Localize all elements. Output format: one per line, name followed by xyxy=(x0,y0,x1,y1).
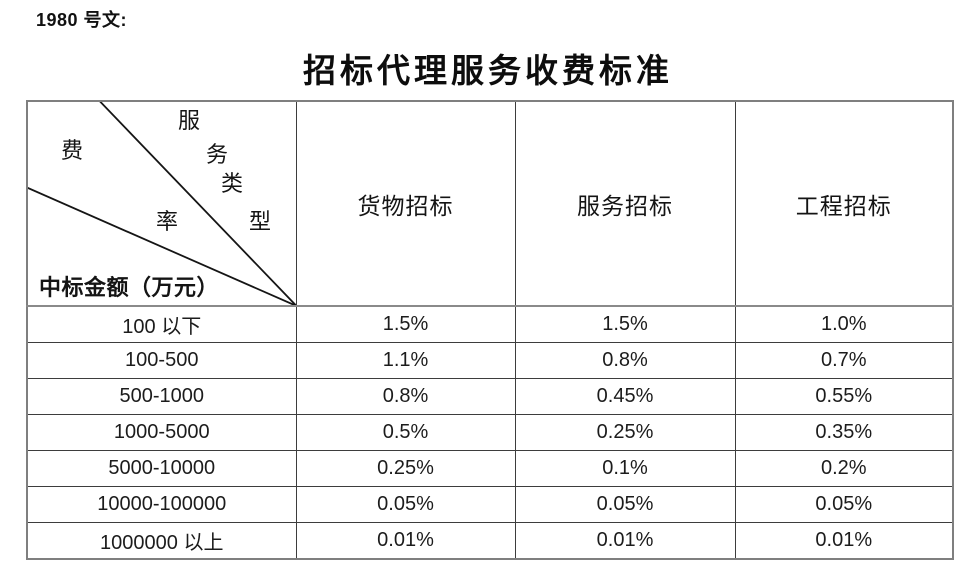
diagonal-header-cell: 服 务 类 型 费 率 中标金额（万元） xyxy=(26,100,297,307)
rate-cell: 0.55% xyxy=(734,378,954,415)
row-range-cell: 1000000 以上 xyxy=(26,522,297,560)
rate-cell: 0.01% xyxy=(295,522,516,560)
rate-cell: 0.8% xyxy=(514,342,736,379)
table-row: 10000-100000 0.05% 0.05% 0.05% xyxy=(26,486,954,523)
rate-cell: 0.05% xyxy=(514,486,736,523)
column-header-services: 服务招标 xyxy=(514,100,736,307)
fee-table-body: 100 以下 1.5% 1.5% 1.0% 100-500 1.1% 0.8% 0.7% 500… xyxy=(26,305,954,560)
row-range-cell: 10000-100000 xyxy=(26,486,297,523)
rate-cell: 0.05% xyxy=(295,486,516,523)
table-row: 5000-10000 0.25% 0.1% 0.2% xyxy=(26,450,954,487)
header-row: 服 务 类 型 费 率 中标金额（万元） 货物招标 服务招标 工程招标 xyxy=(26,100,954,307)
rate-cell: 0.45% xyxy=(514,378,736,415)
corner-char-service-type: 型 xyxy=(249,209,272,234)
table-row: 1000000 以上 0.01% 0.01% 0.01% xyxy=(26,522,954,560)
rate-cell: 0.05% xyxy=(734,486,954,523)
rate-cell: 0.25% xyxy=(514,414,736,451)
corner-char-fee-rate: 费 xyxy=(61,138,84,163)
rate-cell: 0.8% xyxy=(295,378,516,415)
rate-cell: 1.0% xyxy=(734,305,954,343)
corner-char-service-type: 类 xyxy=(221,171,244,196)
doc-ref-number: 1980 号文: xyxy=(36,10,128,30)
table-row: 100-500 1.1% 0.8% 0.7% xyxy=(26,342,954,379)
rate-cell: 1.5% xyxy=(295,305,516,343)
row-range-cell: 100 以下 xyxy=(26,305,297,343)
column-header-goods: 货物招标 xyxy=(295,100,516,307)
rate-cell: 0.35% xyxy=(734,414,954,451)
fee-table: 服 务 类 型 费 率 中标金额（万元） 货物招标 服务招标 工程招标 100 … xyxy=(26,100,954,560)
row-range-cell: 5000-10000 xyxy=(26,450,297,487)
corner-label-bid-amount: 中标金额（万元） xyxy=(39,275,220,300)
rate-cell: 0.2% xyxy=(734,450,954,487)
row-range-cell: 500-1000 xyxy=(26,378,297,415)
page-title: 招标代理服务收费标准 xyxy=(303,54,673,90)
rate-cell: 0.7% xyxy=(734,342,954,379)
row-range-cell: 100-500 xyxy=(26,342,297,379)
rate-cell: 0.5% xyxy=(295,414,516,451)
rate-cell: 1.1% xyxy=(295,342,516,379)
diagonal-divider-lines xyxy=(28,102,296,305)
column-header-works: 工程招标 xyxy=(734,100,954,307)
rate-cell: 1.5% xyxy=(514,305,736,343)
corner-char-fee-rate: 率 xyxy=(156,209,179,234)
row-range-cell: 1000-5000 xyxy=(26,414,297,451)
rate-cell: 0.01% xyxy=(514,522,736,560)
corner-char-service-type: 服 xyxy=(178,108,201,133)
table-row: 100 以下 1.5% 1.5% 1.0% xyxy=(26,305,954,343)
rate-cell: 0.25% xyxy=(295,450,516,487)
rate-cell: 0.1% xyxy=(514,450,736,487)
corner-char-service-type: 务 xyxy=(206,142,229,167)
table-row: 1000-5000 0.5% 0.25% 0.35% xyxy=(26,414,954,451)
rate-cell: 0.01% xyxy=(734,522,954,560)
table-row: 500-1000 0.8% 0.45% 0.55% xyxy=(26,378,954,415)
